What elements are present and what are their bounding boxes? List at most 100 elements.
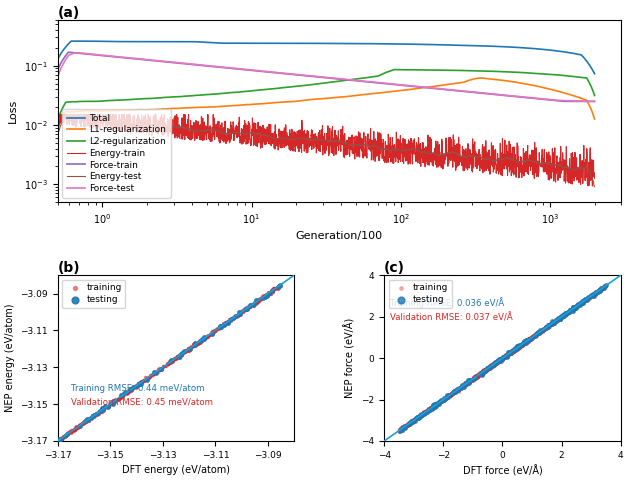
training (561, 308, 572, 316)
training (507, 346, 517, 354)
training (589, 290, 600, 298)
training (587, 291, 597, 298)
training (499, 354, 509, 362)
Text: (c): (c) (384, 261, 405, 275)
training (444, 392, 454, 399)
training (441, 393, 451, 401)
training (584, 294, 594, 302)
training (586, 293, 596, 301)
testing (449, 388, 459, 395)
training (421, 408, 431, 416)
training (495, 356, 505, 364)
training (495, 356, 506, 364)
training (476, 369, 486, 377)
training (479, 368, 489, 375)
training (485, 361, 495, 369)
training (554, 315, 564, 322)
training (475, 368, 485, 376)
training (519, 340, 529, 347)
training (416, 411, 426, 419)
training (413, 413, 424, 420)
training (450, 387, 460, 395)
training (504, 349, 515, 357)
training (510, 344, 520, 352)
training (492, 358, 502, 366)
training (436, 398, 447, 406)
training (516, 342, 527, 349)
testing (591, 289, 601, 297)
training (498, 354, 508, 362)
training (476, 368, 486, 376)
training (506, 349, 516, 357)
training (504, 350, 514, 358)
training (529, 332, 539, 340)
training (508, 346, 518, 354)
training (540, 324, 550, 332)
training (476, 370, 486, 378)
training (519, 339, 529, 347)
training (504, 350, 515, 358)
training (408, 416, 418, 424)
training (594, 286, 604, 294)
training (468, 374, 479, 382)
training (507, 347, 517, 355)
training (506, 348, 516, 356)
training (456, 382, 467, 390)
training (394, 426, 404, 434)
training (140, 376, 150, 384)
training (435, 398, 445, 406)
training (493, 358, 503, 366)
training (470, 373, 480, 381)
training (593, 288, 603, 295)
training (520, 338, 530, 346)
training (515, 342, 525, 349)
training (472, 371, 483, 379)
training (515, 343, 525, 350)
training (432, 399, 442, 407)
training (503, 350, 513, 358)
training (484, 365, 494, 372)
training (431, 401, 441, 409)
training (541, 323, 552, 331)
training (394, 426, 404, 434)
training (226, 316, 236, 324)
training (435, 399, 445, 407)
training (227, 314, 237, 322)
testing (581, 296, 591, 304)
training (560, 309, 570, 317)
training (452, 387, 462, 394)
testing (235, 309, 245, 317)
training (539, 325, 549, 333)
training (526, 335, 536, 343)
training (495, 356, 506, 364)
training (509, 346, 519, 354)
training (536, 328, 546, 336)
training (508, 347, 518, 355)
training (426, 404, 436, 412)
testing (470, 373, 480, 381)
training (216, 324, 226, 332)
training (401, 421, 411, 429)
training (72, 423, 82, 431)
training (529, 334, 539, 342)
training (504, 350, 515, 358)
training (476, 369, 486, 377)
training (586, 294, 596, 301)
training (472, 373, 482, 381)
training (461, 379, 472, 387)
training (415, 412, 426, 419)
training (500, 350, 510, 358)
training (524, 335, 534, 343)
training (507, 348, 517, 356)
training (529, 331, 539, 339)
training (468, 373, 479, 381)
training (401, 422, 412, 430)
training (458, 382, 468, 390)
training (268, 284, 278, 292)
training (530, 332, 540, 340)
training (414, 412, 424, 420)
training (575, 300, 586, 308)
training (451, 388, 461, 396)
training (463, 377, 474, 385)
training (515, 343, 525, 351)
